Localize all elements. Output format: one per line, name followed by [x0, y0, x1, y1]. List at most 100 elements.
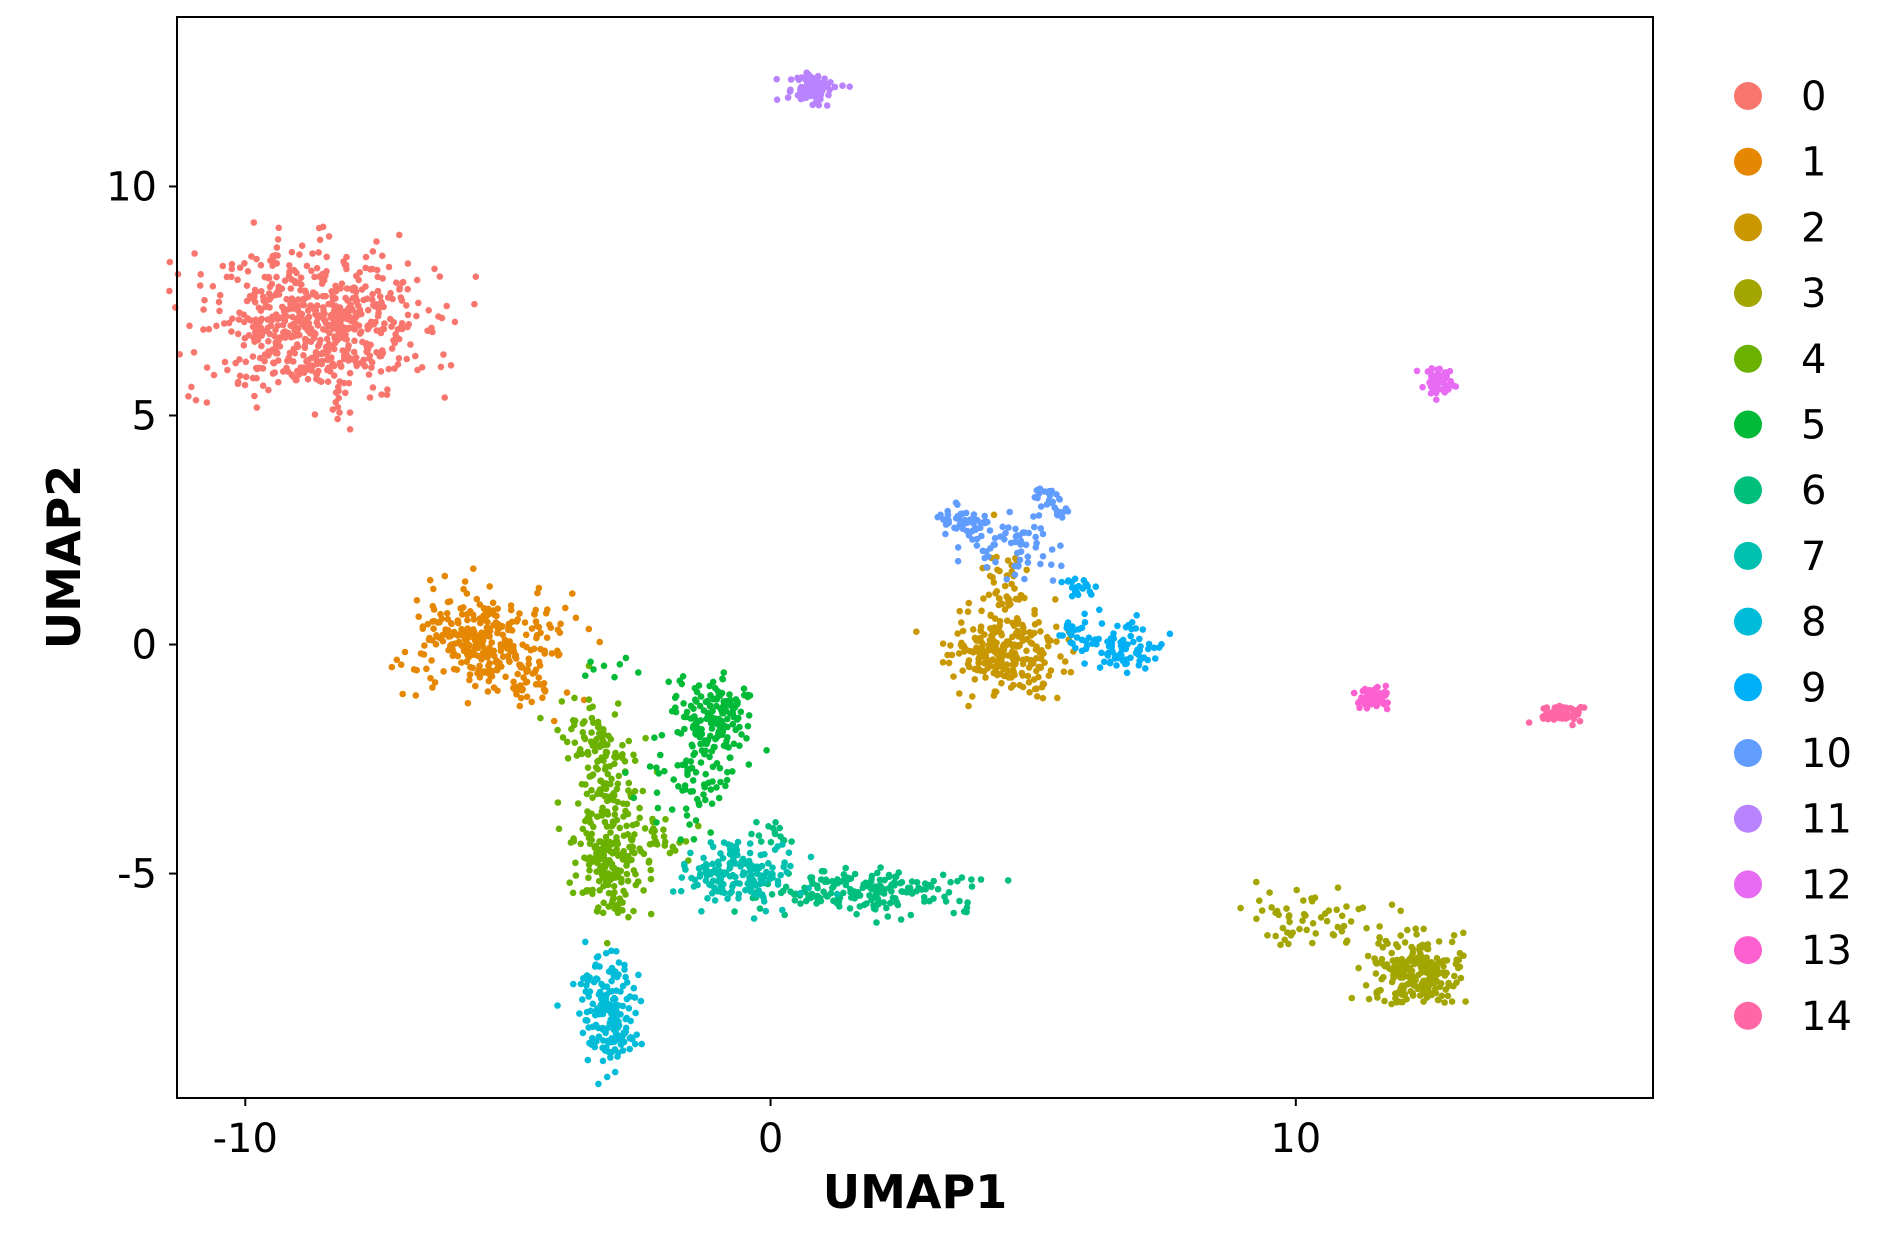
data-point	[319, 270, 326, 278]
data-point	[537, 714, 544, 722]
data-point	[250, 219, 258, 226]
data-point	[697, 740, 704, 748]
data-point	[593, 954, 601, 961]
data-point	[1004, 877, 1012, 884]
legend-item: 10	[1734, 731, 1852, 777]
data-point	[593, 907, 601, 915]
data-point	[1016, 556, 1024, 564]
data-point	[697, 759, 705, 766]
data-point	[594, 724, 602, 731]
data-point	[1363, 924, 1370, 932]
data-point	[630, 907, 637, 915]
data-point	[1136, 647, 1144, 654]
data-point	[1384, 940, 1391, 947]
data-point	[993, 639, 1000, 647]
data-point	[1393, 990, 1401, 998]
data-point	[347, 317, 355, 325]
data-point	[288, 371, 295, 378]
data-point	[322, 292, 330, 300]
data-point	[337, 285, 344, 292]
data-point	[563, 738, 571, 746]
data-point	[665, 678, 672, 686]
data-point	[351, 337, 358, 345]
data-point	[559, 734, 567, 741]
data-point	[690, 883, 698, 890]
data-point	[744, 722, 752, 730]
data-point	[968, 876, 975, 883]
data-point	[1081, 660, 1088, 667]
data-point	[562, 604, 569, 612]
data-point	[745, 712, 753, 719]
data-point	[586, 867, 593, 874]
data-point	[525, 660, 532, 668]
data-point	[1420, 943, 1427, 951]
legend-swatch	[1734, 410, 1762, 439]
data-point	[1435, 938, 1443, 945]
data-point	[1303, 926, 1310, 934]
data-point	[393, 333, 400, 341]
data-point	[680, 700, 687, 707]
data-point	[595, 1080, 602, 1088]
data-point	[1364, 952, 1372, 960]
data-point	[830, 897, 837, 905]
legend-label: 3	[1801, 271, 1826, 317]
data-point	[434, 619, 442, 626]
data-point	[797, 85, 804, 93]
data-point	[628, 856, 635, 864]
data-point	[729, 720, 737, 728]
data-point	[590, 823, 597, 831]
data-point	[494, 665, 501, 672]
data-point	[587, 658, 594, 666]
data-point	[236, 264, 244, 272]
data-point	[1017, 537, 1025, 545]
data-point	[1039, 530, 1047, 538]
data-point	[954, 501, 961, 509]
data-point	[508, 618, 516, 626]
data-point	[275, 283, 283, 291]
data-point	[370, 301, 377, 309]
data-point	[1399, 961, 1406, 968]
data-point	[1376, 923, 1383, 930]
data-point	[1435, 959, 1443, 966]
data-point	[1376, 934, 1383, 941]
data-point	[604, 741, 611, 748]
data-point	[784, 94, 792, 101]
data-point	[1166, 630, 1174, 638]
data-point	[257, 324, 265, 331]
data-point	[743, 735, 750, 742]
data-point	[713, 784, 720, 791]
data-point	[404, 323, 411, 331]
data-point	[502, 673, 509, 681]
data-point	[982, 674, 989, 681]
data-point	[426, 576, 434, 584]
cluster-8-points	[554, 938, 645, 1088]
data-point	[1047, 667, 1055, 674]
data-point	[378, 391, 385, 398]
data-point	[443, 302, 451, 310]
data-point	[320, 316, 328, 323]
data-point	[821, 878, 829, 886]
data-point	[401, 648, 409, 656]
data-point	[1104, 638, 1111, 645]
data-point	[1350, 689, 1358, 697]
data-point	[345, 379, 353, 387]
data-point	[466, 676, 473, 684]
data-point	[746, 863, 753, 870]
data-point	[430, 585, 437, 593]
data-point	[680, 713, 688, 721]
data-point	[769, 874, 776, 881]
data-point	[523, 668, 530, 676]
data-point	[1021, 575, 1028, 583]
data-point	[285, 272, 293, 280]
data-point	[569, 590, 576, 597]
data-point	[904, 888, 911, 896]
data-point	[303, 262, 311, 270]
legend-label: 0	[1801, 74, 1826, 120]
data-point	[1562, 704, 1570, 712]
data-point	[613, 785, 621, 793]
legend-swatch	[1734, 344, 1762, 373]
data-point	[252, 324, 260, 332]
data-point	[1025, 679, 1033, 686]
data-point	[1428, 381, 1436, 389]
